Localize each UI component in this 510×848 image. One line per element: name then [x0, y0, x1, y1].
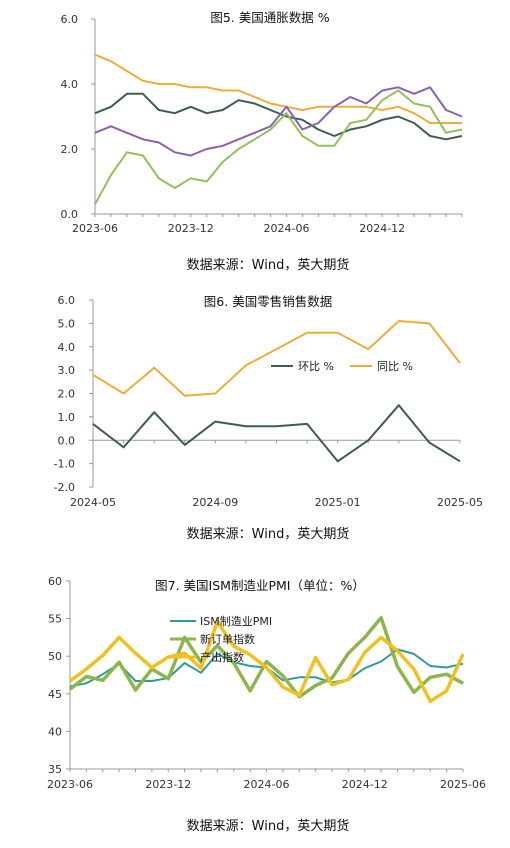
x-tick-label: 2023-12 [145, 778, 191, 791]
y-tick-label: 4.0 [58, 341, 76, 354]
inflation-chart-axes: 0.0 2.0 4.0 6.0 2023-06 2023-12 2024-06 2024-12 [61, 13, 463, 235]
inflation-chart: 图5. 美国通胀数据 % 0.0 2.0 4.0 6.0 2023-06 2023-12 2… [61, 10, 463, 273]
legend-label-production: 产出指数 [200, 650, 244, 664]
y-tick-label: 0.0 [58, 434, 76, 447]
series-line-3 [94, 86, 463, 157]
y-tick-label: -1.0 [54, 458, 75, 471]
y-tick-label: -2.0 [54, 481, 75, 494]
x-tick-label: 2024-06 [263, 222, 309, 235]
series-line-2 [94, 53, 462, 124]
series-line-1 [94, 92, 463, 141]
legend-label-new-orders: 新订单指数 [200, 632, 255, 646]
x-tick-label: 2024-06 [244, 778, 290, 791]
y-tick-label: 2.0 [58, 388, 76, 401]
x-tick-label: 2025-01 [315, 496, 361, 509]
y-tick-label: 45 [48, 688, 62, 701]
ism-pmi-legend: ISM制造业PMI 新订单指数 产出指数 [170, 614, 272, 664]
x-tick-label: 2024-12 [342, 778, 388, 791]
ism-pmi-chart-lines [68, 616, 465, 704]
legend-label-mom: 环比 % [298, 360, 334, 373]
series-line-2 [92, 320, 461, 397]
y-tick-label: 4.0 [61, 78, 79, 91]
inflation-chart-lines [94, 53, 463, 205]
series-line-3 [68, 619, 465, 704]
ism-pmi-chart-title: 图7. 美国ISM制造业PMI（单位：%） [155, 578, 365, 593]
series-line-4 [94, 89, 463, 205]
retail-sales-legend: 环比 % 同比 % [271, 360, 413, 373]
ism-pmi-chart: 图7. 美国ISM制造业PMI（单位：%） 35 40 45 50 55 60 2023-0… [47, 575, 486, 834]
inflation-chart-source: 数据来源：Wind，英大期货 [187, 257, 350, 273]
x-tick-label: 2023-06 [72, 222, 118, 235]
x-tick-label: 2025-05 [437, 496, 483, 509]
x-tick-label: 2024-09 [192, 496, 238, 509]
y-tick-label: 6.0 [61, 13, 79, 26]
y-tick-label: 35 [48, 763, 62, 776]
ism-pmi-chart-axes: 35 40 45 50 55 60 2023-06 2023-12 2024-06 2024-12… [47, 575, 486, 791]
legend-label-pmi: ISM制造业PMI [200, 614, 272, 628]
y-tick-label: 55 [48, 613, 62, 626]
y-tick-label: 40 [48, 725, 62, 738]
retail-sales-chart-axes: -2.0 -1.0 0.0 1.0 2.0 3.0 4.0 5.0 6.0 2024-05 2024… [54, 294, 483, 509]
legend-label-yoy: 同比 % [377, 360, 413, 373]
retail-sales-chart-lines [92, 320, 461, 463]
y-tick-label: 0.0 [61, 208, 79, 221]
y-tick-label: 3.0 [58, 364, 76, 377]
y-tick-label: 2.0 [61, 143, 79, 156]
x-tick-label: 2023-12 [168, 222, 214, 235]
retail-sales-chart-source: 数据来源：Wind，英大期货 [187, 526, 350, 542]
inflation-chart-title: 图5. 美国通胀数据 % [210, 10, 329, 25]
ism-pmi-chart-source: 数据来源：Wind，英大期货 [187, 818, 350, 834]
y-tick-label: 50 [48, 650, 62, 663]
y-tick-label: 60 [48, 575, 62, 588]
y-tick-label: 6.0 [58, 294, 76, 307]
series-line-2 [68, 616, 464, 699]
y-tick-label: 5.0 [58, 317, 76, 330]
x-tick-label: 2023-06 [47, 778, 93, 791]
retail-sales-chart-title: 图6. 美国零售销售数据 [204, 294, 332, 309]
x-tick-label: 2024-05 [70, 496, 116, 509]
x-tick-label: 2025-06 [440, 778, 486, 791]
series-line-1 [92, 404, 461, 463]
y-tick-label: 1.0 [58, 411, 76, 424]
x-tick-label: 2024-12 [359, 222, 405, 235]
retail-sales-chart: 图6. 美国零售销售数据 -2.0 -1.0 0.0 1.0 2.0 3.0 4.0 5.0 6… [54, 294, 483, 542]
